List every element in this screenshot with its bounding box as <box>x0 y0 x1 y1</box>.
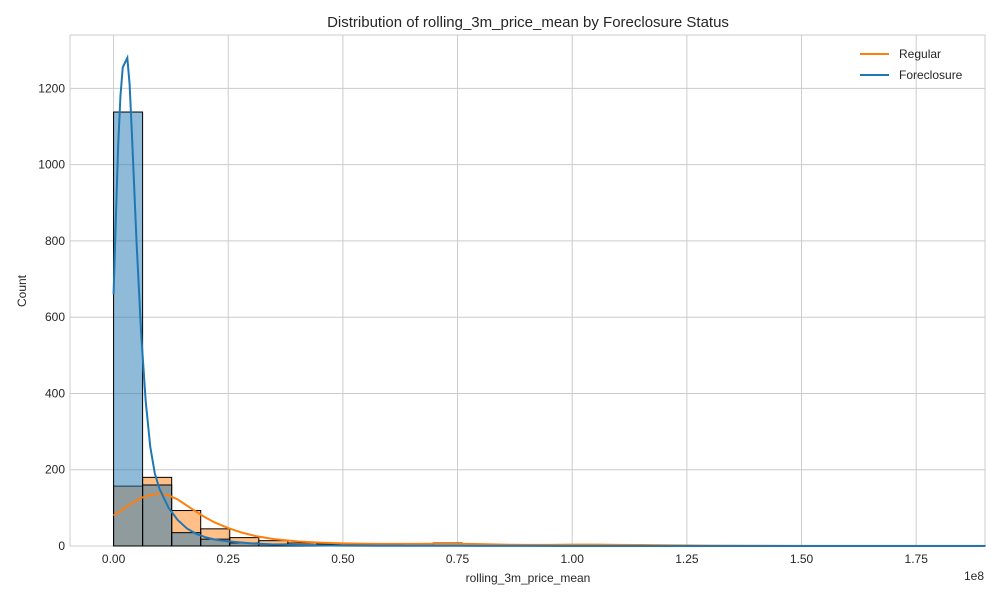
y-tick-label: 600 <box>45 310 65 324</box>
x-tick-label: 1.50 <box>790 552 814 566</box>
y-tick-label: 800 <box>45 234 65 248</box>
x-tick-label: 1.25 <box>675 552 699 566</box>
regular-legend-label: Regular <box>899 47 941 61</box>
chart-title: Distribution of rolling_3m_price_mean by… <box>327 14 729 31</box>
y-tick-label: 1200 <box>38 81 65 95</box>
y-tick-label: 200 <box>45 463 65 477</box>
y-tick-label: 0 <box>58 539 65 553</box>
foreclosure-legend-label: Foreclosure <box>899 68 963 82</box>
x-axis-offset-label: 1e8 <box>964 569 984 583</box>
y-tick-label: 1000 <box>38 158 65 172</box>
x-tick-label: 0.00 <box>102 552 126 566</box>
y-tick-label: 400 <box>45 386 65 400</box>
x-tick-label: 0.50 <box>331 552 355 566</box>
x-tick-label: 1.75 <box>905 552 929 566</box>
x-tick-label: 0.25 <box>217 552 241 566</box>
x-tick-label: 0.75 <box>446 552 470 566</box>
x-axis-label: rolling_3m_price_mean <box>466 571 591 585</box>
y-axis-label: Count <box>15 274 29 307</box>
x-tick-label: 1.00 <box>561 552 585 566</box>
